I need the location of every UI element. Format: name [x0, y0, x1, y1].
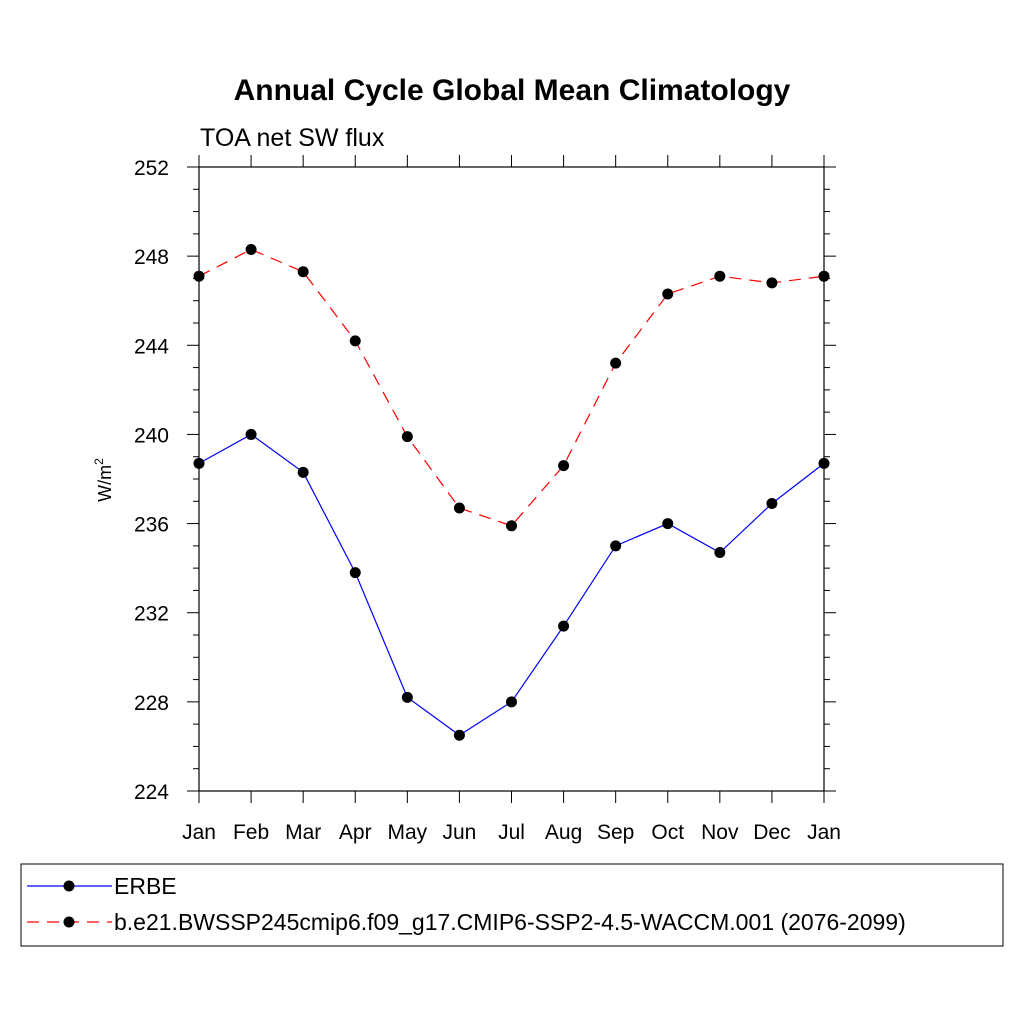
x-tick-label: Jan — [807, 821, 841, 844]
legend-label-model: b.e21.BWSSP245cmip6.f09_g17.CMIP6-SSP2-4… — [114, 909, 906, 935]
legend-marker-model — [63, 916, 75, 928]
x-tick-label: Oct — [651, 821, 684, 844]
chart-title: Annual Cycle Global Mean Climatology — [234, 74, 791, 107]
series-1-point — [297, 266, 309, 278]
x-tick-label: Sep — [597, 821, 634, 844]
series-0 — [193, 428, 830, 741]
x-tick-label: May — [387, 821, 427, 844]
series-1-point — [401, 431, 413, 443]
series-line-1 — [198, 248, 825, 527]
series-1-point — [610, 357, 622, 369]
y-tick-label: 240 — [134, 424, 169, 447]
series-0-point — [558, 620, 570, 632]
series-1-point — [349, 335, 361, 347]
series-1-point — [662, 288, 674, 300]
series-1-point — [766, 277, 778, 289]
series-1 — [193, 243, 830, 532]
series-0-point — [453, 729, 465, 741]
y-axis-label: W/m2 — [92, 458, 115, 502]
y-axis-label-exponent: 2 — [92, 458, 106, 465]
x-tick-label: Dec — [753, 821, 790, 844]
series-line-0 — [198, 433, 825, 737]
series-0-point — [610, 540, 622, 552]
legend-marker-erbe — [63, 880, 75, 892]
series-0-point — [349, 567, 361, 579]
x-tick-label: Jun — [442, 821, 476, 844]
x-tick-label: Apr — [339, 821, 372, 844]
series-1-point — [558, 460, 570, 472]
legend-label-erbe: ERBE — [114, 873, 177, 899]
y-axis-label-text: W/m — [95, 465, 115, 502]
series-0-point — [662, 518, 674, 530]
y-tick-label: 236 — [134, 514, 169, 537]
chart-subtitle: TOA net SW flux — [200, 124, 385, 152]
series-0-point — [297, 466, 309, 478]
series-0-point — [193, 457, 205, 469]
y-tick-label: 224 — [134, 781, 169, 804]
series-0-point — [506, 696, 517, 708]
y-tick-label: 248 — [134, 246, 169, 269]
series-1-point — [506, 520, 517, 532]
series-1-point — [818, 270, 830, 282]
series-1-point — [453, 502, 465, 514]
y-tick-label: 252 — [134, 157, 169, 180]
series-1-point — [245, 243, 257, 255]
axis-ticks — [187, 155, 836, 803]
tick-labels: 224 228 232 236 240 244 248 252 Jan Feb Mar Apr May J… — [134, 157, 841, 844]
series-layer — [193, 243, 830, 741]
series-1-point — [193, 270, 205, 282]
x-tick-label: Jul — [498, 821, 525, 844]
legend: ERBE b.e21.BWSSP245cmip6.f09_g17.CMIP6-S… — [20, 863, 1004, 947]
x-tick-label: Mar — [285, 821, 321, 844]
series-0-point — [401, 691, 413, 703]
x-tick-label: Aug — [545, 821, 582, 844]
svg-text:W/m2: W/m2 — [92, 458, 115, 502]
y-tick-label: 232 — [134, 603, 169, 626]
x-tick-label: Jan — [182, 821, 216, 844]
legend-box — [20, 863, 1004, 947]
y-tick-label: 228 — [134, 692, 169, 715]
series-0-point — [766, 498, 778, 510]
series-0-point — [818, 457, 830, 469]
series-1-point — [714, 270, 726, 282]
x-tick-label: Nov — [701, 821, 739, 844]
y-tick-label: 244 — [134, 335, 169, 358]
series-0-point — [714, 547, 726, 559]
x-tick-label: Feb — [233, 821, 269, 844]
series-0-point — [245, 428, 257, 440]
